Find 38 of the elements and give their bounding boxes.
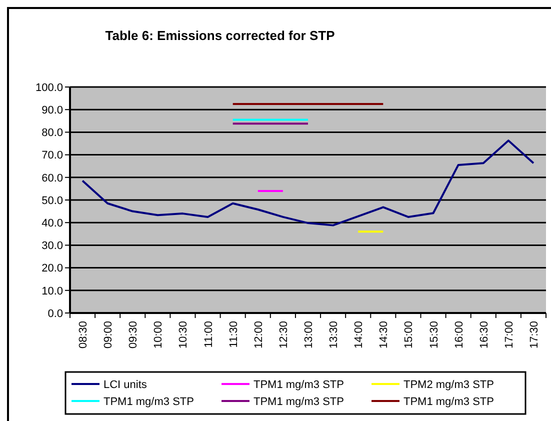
x-tick-label: 15:00 bbox=[403, 321, 416, 349]
x-tick-label: 17:00 bbox=[503, 321, 516, 349]
y-tick-label: 30.0 bbox=[42, 240, 63, 252]
x-tick-label: 15:30 bbox=[428, 321, 440, 349]
x-tick-label: 09:00 bbox=[102, 321, 115, 349]
x-tick-label: 14:30 bbox=[378, 321, 390, 349]
legend-label: TPM2 mg/m3 STP bbox=[404, 378, 494, 391]
y-tick-label: 40.0 bbox=[42, 217, 63, 230]
y-tick-label: 20.0 bbox=[42, 262, 63, 275]
x-tick-label: 13:30 bbox=[328, 321, 340, 349]
x-tick-label: 09:30 bbox=[128, 321, 140, 349]
legend-label: TPM1 mg/m3 STP bbox=[254, 378, 344, 391]
x-tick-label: 10:00 bbox=[152, 321, 165, 349]
line-series bbox=[82, 140, 534, 226]
chart-title: Table 6: Emissions corrected for STP bbox=[105, 28, 336, 43]
y-tick-label: 60.0 bbox=[42, 172, 63, 184]
x-tick-label: 08:30 bbox=[78, 321, 90, 349]
x-tick-label: 11:00 bbox=[202, 321, 215, 348]
legend-label: LCI units bbox=[104, 378, 148, 391]
x-tick-label: 12:30 bbox=[278, 321, 290, 349]
y-tick-label: 90.0 bbox=[42, 104, 63, 116]
x-tick-label: 16:00 bbox=[453, 321, 466, 349]
legend-label: TPM1 mg/m3 STP bbox=[404, 396, 494, 408]
legend-label: TPM1 mg/m3 STP bbox=[254, 396, 344, 408]
y-tick-label: 0.0 bbox=[48, 308, 63, 320]
x-tick-label: 10:30 bbox=[178, 321, 190, 349]
x-tick-label: 12:00 bbox=[252, 321, 265, 349]
y-tick-label: 70.0 bbox=[42, 150, 63, 162]
x-tick-label: 13:00 bbox=[303, 321, 315, 349]
x-tick-label: 14:00 bbox=[353, 321, 366, 349]
y-tick-label: 10.0 bbox=[42, 285, 63, 298]
y-tick-label: 80.0 bbox=[42, 127, 63, 140]
y-tick-label: 50.0 bbox=[42, 194, 63, 207]
x-tick-label: 16:30 bbox=[478, 321, 490, 349]
x-tick-label: 17:30 bbox=[528, 321, 540, 349]
legend-label: TPM1 mg/m3 STP bbox=[104, 396, 194, 408]
x-tick-label: 11:30 bbox=[228, 321, 240, 348]
y-tick-label: 100.0 bbox=[35, 82, 63, 94]
